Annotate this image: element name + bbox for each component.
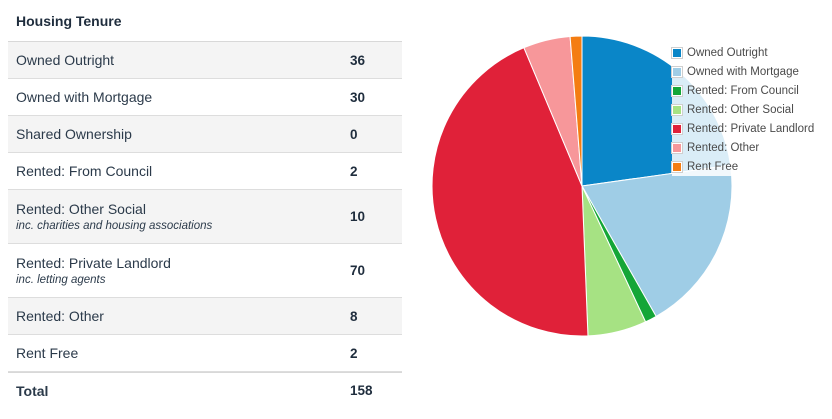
row-value: 70 — [350, 263, 366, 278]
row-label: Rented: Other Social inc. charities and … — [16, 201, 402, 232]
table-title: Housing Tenure — [16, 13, 122, 29]
legend-label: Rented: From Council — [687, 84, 799, 97]
legend-label: Rented: Other Social — [687, 103, 794, 116]
row-note: inc. charities and housing associations — [16, 220, 213, 232]
legend-label: Rented: Private Landlord — [687, 122, 815, 135]
row-value: 2 — [350, 163, 358, 179]
total-value: 158 — [350, 383, 373, 398]
table-row: Rented: Other 8 — [8, 298, 402, 335]
row-value: 10 — [350, 209, 366, 224]
legend-item[interactable]: Rented: Other Social — [671, 100, 814, 119]
pie-slice-owned-with-mortgage[interactable] — [581, 164, 733, 318]
legend-swatch — [671, 84, 683, 97]
row-label: Rented: From Council — [16, 163, 153, 179]
legend-swatch — [671, 141, 683, 154]
total-label: Total — [16, 382, 49, 399]
legend-swatch — [671, 103, 683, 116]
table-row: Rented: Private Landlord inc. letting ag… — [8, 244, 402, 298]
legend-label: Rented: Other — [687, 141, 760, 154]
row-label: Rented: Other — [16, 308, 104, 324]
legend-item[interactable]: Rented: Other — [671, 138, 814, 157]
legend-item[interactable]: Rented: Private Landlord — [671, 119, 815, 138]
row-label: Rented: Private Landlord inc. letting ag… — [16, 255, 402, 286]
legend-label: Owned Outright — [687, 46, 768, 59]
legend-item[interactable]: Owned Outright — [671, 43, 814, 62]
chart-legend: Owned Outright Owned with Mortgage Rented:… — [671, 43, 815, 176]
row-label: Rent Free — [16, 345, 79, 361]
legend-item[interactable]: Rented: From Council — [671, 81, 814, 100]
row-label-text: Rented: Private Landlord — [16, 255, 171, 271]
legend-item[interactable]: Owned with Mortgage — [671, 62, 814, 81]
legend-item[interactable]: Rent Free — [671, 157, 814, 176]
table-total-row: Total 158 — [8, 372, 402, 408]
row-note: inc. letting agents — [16, 274, 106, 286]
row-label-text: Rented: Other Social — [16, 201, 146, 217]
legend-swatch — [671, 46, 683, 59]
row-value: 2 — [350, 345, 358, 361]
housing-tenure-table: Owned Outright 36 Owned with Mortgage 30… — [8, 41, 402, 408]
legend-swatch — [671, 160, 683, 173]
legend-label: Owned with Mortgage — [687, 65, 799, 78]
row-value: 8 — [350, 308, 358, 324]
legend-swatch — [671, 122, 683, 135]
row-label: Owned with Mortgage — [16, 89, 153, 105]
legend-swatch — [671, 65, 683, 78]
row-label: Shared Ownership — [16, 126, 132, 142]
legend-label: Rent Free — [687, 160, 739, 173]
table-row: Rented: Other Social inc. charities and … — [8, 190, 402, 244]
pie-slice-rented-private-landlord[interactable] — [431, 47, 589, 337]
table-row: Rent Free 2 — [8, 335, 402, 372]
table-row: Owned with Mortgage 30 — [8, 79, 402, 116]
row-value: 0 — [350, 126, 358, 142]
row-value: 30 — [350, 89, 366, 105]
row-label: Owned Outright — [16, 52, 115, 68]
table-row: Rented: From Council 2 — [8, 153, 402, 190]
pie-slice-rent-free[interactable] — [569, 35, 583, 187]
table-row: Owned Outright 36 — [8, 42, 402, 79]
table-row: Shared Ownership 0 — [8, 116, 402, 153]
row-value: 36 — [350, 52, 366, 68]
